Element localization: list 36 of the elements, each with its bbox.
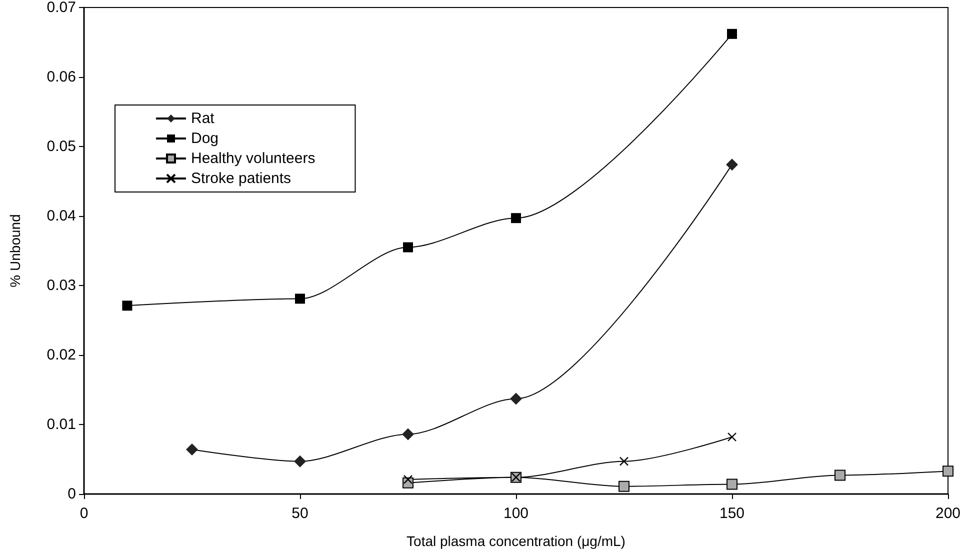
y-tick-label: 0.03 bbox=[46, 277, 76, 294]
point bbox=[403, 474, 413, 484]
point bbox=[294, 455, 306, 468]
point bbox=[726, 478, 738, 490]
point bbox=[726, 158, 738, 171]
point bbox=[727, 28, 737, 39]
y-tick-label: 0.02 bbox=[46, 346, 76, 364]
point bbox=[511, 213, 521, 224]
y-axis-title: % Unbound bbox=[7, 214, 23, 288]
y-tick-label: 0.06 bbox=[46, 68, 76, 86]
point bbox=[402, 428, 414, 440]
point bbox=[727, 432, 737, 442]
point bbox=[403, 242, 413, 252]
point bbox=[618, 480, 630, 492]
point bbox=[295, 294, 305, 304]
y-tick-label: 0.07 bbox=[46, 0, 76, 16]
y-tick-label: 0.01 bbox=[46, 416, 76, 433]
legend-label: Healthy volunteers bbox=[191, 150, 316, 167]
y-tick-label: 0.05 bbox=[46, 138, 76, 155]
point bbox=[510, 392, 522, 405]
x-tick-label: 150 bbox=[719, 505, 745, 522]
y-tick-label: 0.04 bbox=[46, 208, 76, 224]
x-tick-label: 100 bbox=[503, 505, 529, 522]
x-tick-label: 50 bbox=[292, 505, 308, 522]
x-tick-label: 0 bbox=[80, 505, 88, 522]
legend-label: Stroke patients bbox=[191, 170, 292, 187]
point bbox=[942, 466, 954, 477]
legend-label: Rat bbox=[191, 110, 216, 127]
x-axis-title: Total plasma concentration (μg/mL) bbox=[406, 533, 626, 549]
point bbox=[619, 456, 629, 466]
point bbox=[186, 444, 198, 456]
x-tick-label: 200 bbox=[935, 505, 961, 522]
point bbox=[834, 470, 846, 481]
legend-label: Dog bbox=[191, 130, 219, 147]
point bbox=[122, 300, 132, 311]
y-tick-label: 0 bbox=[68, 486, 76, 502]
